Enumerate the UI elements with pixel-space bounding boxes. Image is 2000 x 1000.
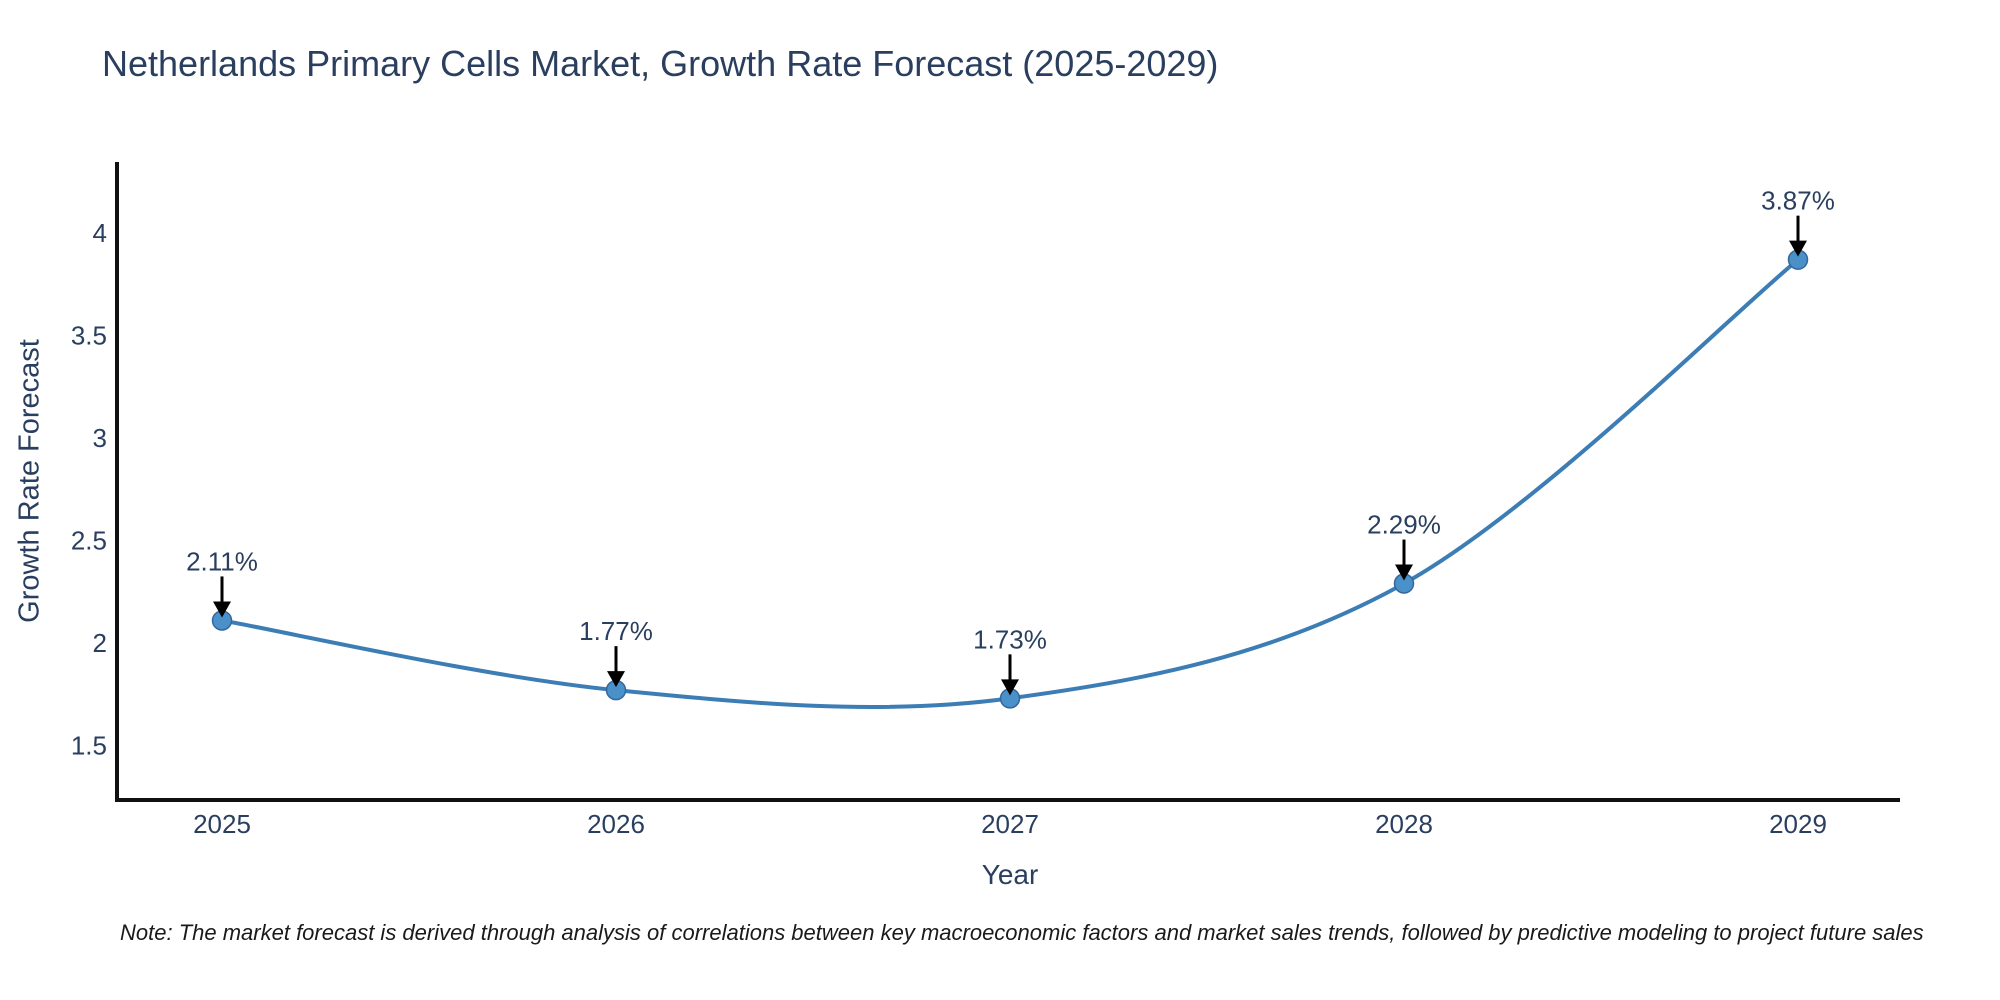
footnote: Note: The market forecast is derived thr… bbox=[120, 920, 1924, 945]
annotation-arrowhead-icon bbox=[213, 601, 231, 618]
annotation-arrowhead-icon bbox=[1001, 679, 1019, 696]
annotation-label: 2.29% bbox=[1367, 510, 1441, 540]
x-tick-label: 2026 bbox=[587, 809, 645, 839]
y-tick-label: 4 bbox=[93, 218, 107, 248]
y-tick-label: 1.5 bbox=[71, 731, 107, 761]
y-axis-title: Growth Rate Forecast bbox=[13, 339, 46, 623]
annotation-arrowhead-icon bbox=[1395, 564, 1413, 581]
annotation-label: 3.87% bbox=[1761, 186, 1835, 216]
annotation-label: 1.77% bbox=[579, 616, 653, 646]
y-tick-label: 2 bbox=[93, 628, 107, 658]
annotation-arrowhead-icon bbox=[607, 671, 625, 688]
x-tick-label: 2028 bbox=[1375, 809, 1433, 839]
annotation-label: 2.11% bbox=[186, 546, 258, 576]
x-axis-title: Year bbox=[981, 859, 1039, 890]
x-tick-label: 2025 bbox=[193, 809, 251, 839]
y-tick-label: 3.5 bbox=[71, 321, 107, 351]
annotation-label: 1.73% bbox=[973, 624, 1047, 654]
x-tick-label: 2029 bbox=[1769, 809, 1827, 839]
x-tick-label: 2027 bbox=[981, 809, 1039, 839]
annotation-arrowhead-icon bbox=[1789, 240, 1807, 257]
y-tick-label: 2.5 bbox=[71, 526, 107, 556]
y-tick-label: 3 bbox=[93, 423, 107, 453]
chart-title: Netherlands Primary Cells Market, Growth… bbox=[102, 43, 1219, 84]
